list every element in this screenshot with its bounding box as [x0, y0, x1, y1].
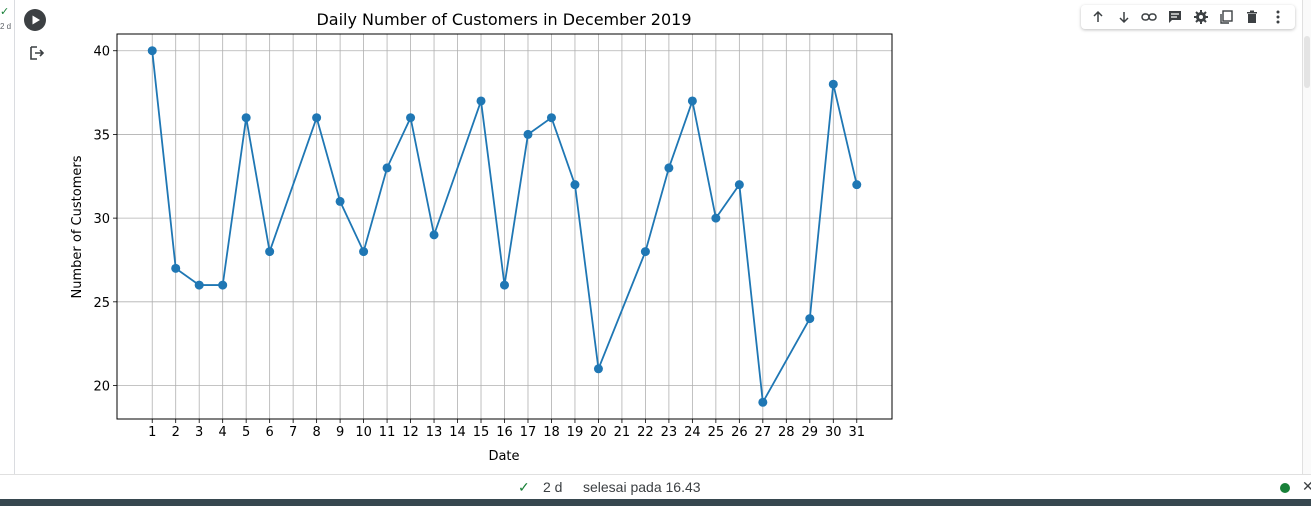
x-tick-label: 9	[336, 425, 344, 440]
comment-icon[interactable]	[1165, 7, 1185, 27]
line-chart: Daily Number of Customers in December 20…	[70, 10, 893, 464]
plot-frame	[116, 33, 893, 420]
x-tick-label: 12	[402, 425, 419, 440]
x-tick-label: 30	[825, 425, 842, 440]
x-tick-label: 17	[520, 425, 537, 440]
x-tick-label: 20	[590, 425, 607, 440]
run-cell-button[interactable]	[24, 9, 46, 31]
data-point	[241, 113, 251, 123]
play-icon	[32, 15, 40, 25]
data-point	[828, 79, 838, 89]
status-check-icon: ✓	[518, 479, 530, 495]
x-tick-label: 16	[496, 425, 513, 440]
output-exit-icon	[30, 46, 45, 60]
status-duration: 2 d	[543, 479, 563, 495]
y-tick-label: 20	[93, 380, 110, 395]
data-point	[406, 113, 416, 123]
x-tick-label: 28	[778, 425, 795, 440]
x-tick-label: 19	[567, 425, 584, 440]
exec-check-icon: ✓	[0, 5, 10, 18]
data-point	[570, 180, 580, 190]
data-point	[429, 230, 439, 240]
x-tick-label: 6	[266, 425, 274, 440]
x-tick-label: 18	[543, 425, 560, 440]
data-point	[171, 263, 181, 273]
data-point	[523, 129, 533, 139]
x-tick-label: 2	[172, 425, 180, 440]
cell-gutter: ✓ 2 d	[0, 0, 15, 474]
output-menu-button[interactable]	[28, 44, 46, 62]
data-point	[546, 113, 556, 123]
x-tick-label: 8	[312, 425, 320, 440]
mirror-cell-icon[interactable]	[1217, 7, 1237, 27]
data-point	[805, 314, 815, 324]
cell-toolbar	[1081, 5, 1295, 29]
x-axis-label: Date	[488, 449, 519, 464]
data-point	[265, 247, 275, 257]
data-point	[711, 213, 721, 223]
data-point	[382, 163, 392, 173]
delete-icon[interactable]	[1242, 7, 1262, 27]
y-tick-label: 35	[93, 128, 110, 143]
x-tick-label: 29	[802, 425, 819, 440]
more-vert-icon[interactable]	[1268, 7, 1288, 27]
data-point	[359, 247, 369, 257]
x-tick-label: 27	[755, 425, 772, 440]
data-point	[687, 96, 697, 106]
x-tick-label: 24	[684, 425, 701, 440]
close-icon[interactable]: ✕	[1302, 478, 1311, 494]
bottom-bar	[0, 499, 1311, 506]
link-icon[interactable]	[1139, 7, 1159, 27]
data-point	[147, 46, 157, 56]
page-scrollbar[interactable]	[1302, 0, 1311, 474]
data-point	[734, 180, 744, 190]
x-tick-label: 13	[426, 425, 443, 440]
x-tick-label: 23	[661, 425, 678, 440]
x-tick-label: 25	[708, 425, 725, 440]
x-tick-label: 1	[148, 425, 156, 440]
status-bar: ✓ 2 d selesai pada 16.43 ✕	[0, 474, 1311, 500]
data-point	[218, 280, 228, 290]
x-tick-label: 4	[219, 425, 227, 440]
scrollbar-thumb[interactable]	[1304, 36, 1310, 88]
y-tick-label: 30	[93, 212, 110, 227]
arrow-up-icon[interactable]	[1088, 7, 1108, 27]
status-message: selesai pada 16.43	[583, 479, 701, 495]
y-tick-label: 40	[93, 45, 110, 60]
x-tick-label: 26	[731, 425, 748, 440]
data-point	[476, 96, 486, 106]
data-point	[312, 113, 322, 123]
y-tick-label: 25	[93, 296, 110, 311]
gear-icon[interactable]	[1191, 7, 1211, 27]
data-point	[500, 280, 509, 290]
arrow-down-icon[interactable]	[1114, 7, 1134, 27]
x-tick-label: 14	[449, 425, 466, 440]
x-tick-label: 15	[473, 425, 490, 440]
data-point	[664, 163, 674, 173]
data-point	[758, 397, 768, 407]
data-point	[593, 364, 603, 374]
x-tick-label: 10	[355, 425, 372, 440]
exec-count: 2 d	[0, 22, 12, 31]
chart-title: Daily Number of Customers in December 20…	[316, 10, 691, 29]
x-tick-label: 22	[637, 425, 654, 440]
data-point	[194, 280, 204, 290]
x-tick-label: 21	[614, 425, 631, 440]
connection-status-dot	[1280, 483, 1290, 493]
x-tick-label: 7	[289, 425, 297, 440]
data-point	[640, 247, 650, 257]
chart-output: Daily Number of Customers in December 20…	[60, 4, 910, 470]
x-tick-label: 3	[195, 425, 203, 440]
y-axis-label: Number of Customers	[70, 155, 85, 298]
x-tick-label: 31	[848, 425, 865, 440]
data-point	[852, 180, 862, 190]
x-tick-label: 11	[379, 425, 396, 440]
x-tick-label: 5	[242, 425, 250, 440]
data-point	[335, 196, 345, 206]
